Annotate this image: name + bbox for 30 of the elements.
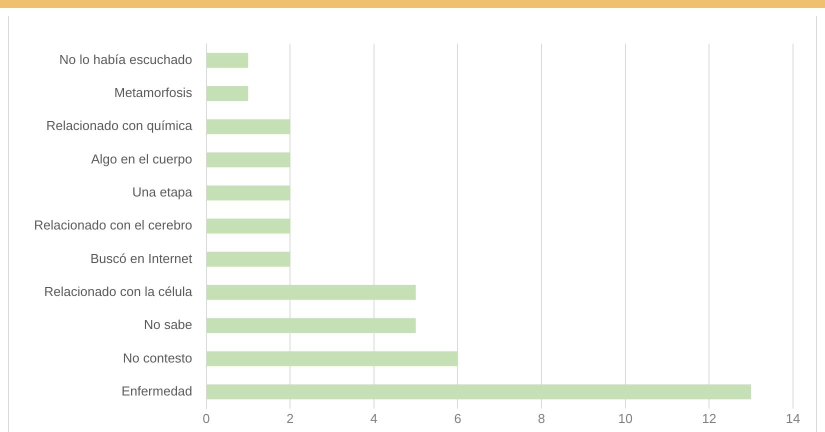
x-tick-label: 0 [202, 410, 210, 426]
x-tick-label: 2 [286, 410, 294, 426]
bar [206, 284, 416, 300]
x-tick-label: 14 [786, 410, 800, 426]
x-tick-label: 10 [618, 410, 633, 426]
bar [206, 351, 458, 366]
y-tick-label: No sabe [144, 317, 192, 332]
y-tick-label: No contesto [122, 350, 192, 366]
x-tick-label: 8 [538, 410, 546, 426]
bar [206, 185, 290, 200]
bar [206, 86, 248, 101]
bar [206, 318, 416, 333]
y-tick-label: No lo había escuchado [59, 52, 192, 67]
y-tick-label: Enfermedad [121, 383, 192, 398]
x-tick-label: 6 [454, 410, 462, 426]
y-tick-label: Relacionado con el cerebro [34, 218, 192, 233]
bar [206, 152, 290, 168]
y-tick-label: Metamorfosis [114, 85, 193, 100]
y-tick-label: Relacionado con la célula [44, 284, 194, 299]
y-tick-label: Algo en el cuerpo [91, 151, 192, 166]
x-tick-label: 4 [370, 410, 378, 426]
bar [206, 218, 290, 234]
x-tick-label: 12 [702, 410, 716, 426]
bar [206, 252, 290, 267]
bar [206, 52, 248, 68]
y-tick-label: Buscó en Internet [90, 250, 193, 266]
bar [206, 384, 752, 400]
y-tick-label: Relacionado con química [46, 118, 194, 134]
bar [206, 119, 290, 134]
y-tick-label: Una etapa [132, 184, 194, 200]
